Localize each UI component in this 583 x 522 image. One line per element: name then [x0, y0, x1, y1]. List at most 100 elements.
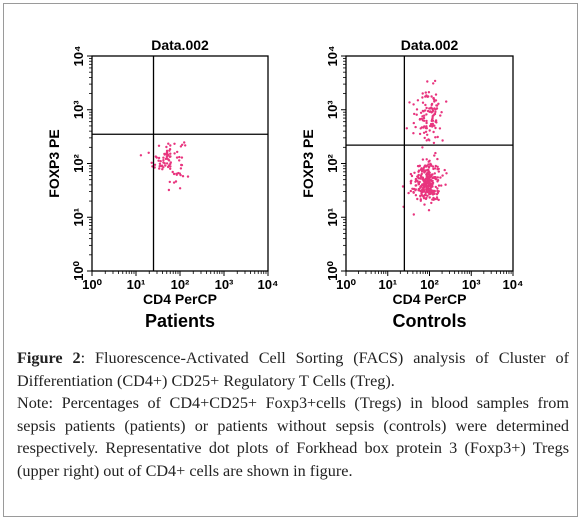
data-point: [169, 152, 172, 155]
data-point: [441, 174, 444, 177]
x-tick-label: 10⁰: [82, 277, 102, 292]
scatter-panel-patients: Data.002 10⁰ 10¹ 10² 10³ 10⁴ 10⁰ 10¹ 10² 10³ 10⁴ CD…: [46, 37, 278, 331]
data-point: [421, 158, 425, 161]
data-point: [419, 177, 422, 180]
data-point: [158, 167, 161, 170]
data-point: [434, 126, 437, 130]
data-point: [433, 189, 436, 193]
data-point: [433, 172, 436, 175]
data-point: [168, 148, 172, 151]
data-point: [420, 126, 424, 129]
data-point: [419, 111, 423, 115]
data-point: [436, 189, 439, 193]
data-point: [165, 162, 169, 165]
data-point: [433, 124, 436, 127]
data-point: [181, 143, 184, 146]
data-point: [178, 159, 181, 162]
data-point: [429, 192, 433, 195]
data-point: [415, 108, 419, 111]
data-point: [426, 191, 429, 194]
data-point: [414, 178, 418, 182]
data-point: [426, 133, 429, 136]
data-point: [162, 161, 165, 164]
data-point: [429, 162, 432, 165]
data-point: [416, 197, 419, 201]
data-point: [429, 189, 433, 192]
data-point: [418, 164, 422, 167]
data-point: [424, 191, 427, 195]
data-point: [421, 178, 424, 181]
data-point: [439, 176, 442, 179]
chart-title: Data.002: [401, 37, 459, 53]
data-point: [434, 164, 437, 168]
data-point: [172, 172, 176, 176]
data-point: [432, 141, 436, 145]
data-point: [440, 111, 443, 114]
data-point: [431, 192, 435, 196]
data-point: [164, 164, 167, 167]
group-label: Patients: [145, 311, 215, 331]
data-point: [420, 172, 423, 176]
data-point: [425, 119, 428, 123]
data-point: [434, 93, 438, 96]
data-point: [162, 159, 165, 162]
data-point: [433, 107, 436, 110]
x-axis-label: CD4 PerCP: [143, 291, 217, 307]
plot-frame: [91, 55, 269, 272]
y-tick-label: 10²: [71, 153, 86, 172]
data-point: [165, 151, 169, 154]
data-point: [413, 112, 416, 116]
x-tick-label: 10⁰: [336, 277, 356, 292]
data-point: [425, 139, 428, 142]
caption-paragraph: Figure 2: Fluorescence-Activated Cell So…: [17, 347, 569, 392]
data-point: [414, 189, 417, 192]
data-point: [430, 164, 433, 167]
data-point: [165, 145, 168, 149]
data-point: [421, 186, 425, 190]
data-point: [427, 175, 430, 179]
data-point: [419, 198, 422, 201]
data-point: [408, 101, 411, 104]
dot-cluster-1: [401, 151, 448, 216]
y-tick-label: 10⁴: [71, 46, 86, 67]
data-point: [410, 174, 414, 178]
data-point: [437, 184, 441, 187]
data-point: [427, 171, 430, 175]
data-point: [425, 158, 428, 161]
x-tick-label: 10¹: [127, 277, 146, 292]
data-point: [180, 156, 184, 159]
data-point: [426, 194, 429, 197]
data-point: [147, 151, 150, 154]
data-point: [434, 119, 438, 122]
data-point: [420, 184, 424, 187]
data-point: [436, 179, 440, 182]
data-point: [409, 189, 412, 193]
data-point: [415, 113, 418, 116]
data-point: [167, 154, 170, 157]
data-point: [436, 165, 439, 168]
data-point: [432, 97, 435, 100]
data-point: [183, 141, 186, 144]
data-point: [437, 102, 440, 106]
data-point: [429, 124, 432, 128]
data-point: [418, 132, 422, 136]
data-point: [430, 102, 434, 106]
data-point: [434, 151, 437, 155]
data-point: [162, 156, 165, 159]
data-point: [436, 197, 439, 201]
y-tick-label: 10³: [325, 100, 340, 119]
facs-plots: Data.002 10⁰ 10¹ 10² 10³ 10⁴ 10⁰ 10¹ 10² 10³ 10⁴ CD…: [46, 37, 523, 331]
y-tick-label: 10¹: [325, 208, 340, 227]
data-point: [430, 95, 433, 98]
data-point: [425, 113, 428, 116]
data-point: [434, 178, 438, 181]
data-point: [415, 184, 418, 187]
facs-dot-plots-svg: Data.002 10⁰ 10¹ 10² 10³ 10⁴ 10⁰ 10¹ 10² 10³ 10⁴ CD…: [46, 37, 523, 331]
data-point: [433, 197, 437, 201]
x-tick-label: 10⁴: [258, 277, 279, 292]
data-point: [425, 106, 428, 110]
data-point: [428, 139, 431, 142]
data-point: [432, 130, 435, 134]
data-point: [428, 182, 432, 186]
data-point: [175, 173, 178, 176]
